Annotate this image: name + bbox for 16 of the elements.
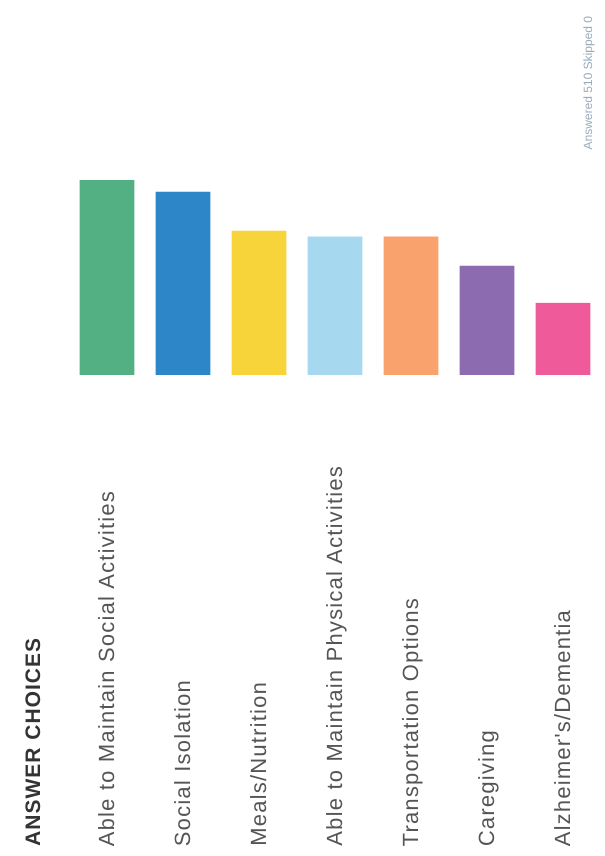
bar [156,192,210,375]
x-tick-label: Caregiving [474,728,500,846]
x-tick-label: Able to Maintain Social Activities [94,490,120,846]
bar [80,180,134,375]
x-tick-label: Transportation Options [398,596,424,846]
bar [536,302,590,375]
x-tick-label: Meals/Nutrition [246,681,272,846]
x-tick-label: Able to Maintain Physical Activities [322,465,348,846]
bar [308,236,362,375]
text: Answered 510 Skipped 0 [581,16,595,150]
text: ANSWER CHOICES [22,637,46,846]
x-tick-label: Social Isolation [170,678,196,846]
bar [460,266,514,375]
bar [384,236,438,375]
bar [232,230,286,375]
x-tick-label: Alzheimer's/Dementia [550,608,576,846]
